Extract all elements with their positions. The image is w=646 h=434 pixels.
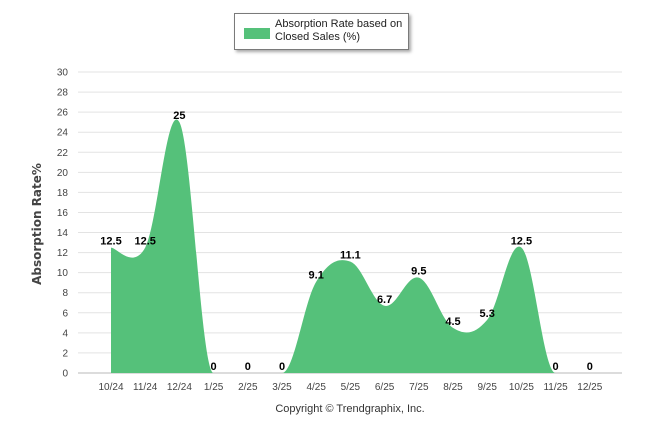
x-tick-label: 2/25 bbox=[238, 382, 258, 393]
legend-swatch bbox=[244, 28, 270, 39]
data-label: 0 bbox=[211, 361, 217, 373]
x-tick-label: 11/25 bbox=[543, 382, 568, 393]
copyright-text: Copyright © Trendgraphix, Inc. bbox=[275, 403, 424, 415]
y-tick-label: 12 bbox=[57, 248, 69, 259]
data-label: 11.1 bbox=[340, 250, 361, 262]
x-tick-label: 10/25 bbox=[509, 382, 534, 393]
data-label: 12.5 bbox=[134, 236, 155, 248]
y-tick-label: 20 bbox=[57, 168, 69, 179]
x-tick-label: 8/25 bbox=[443, 382, 463, 393]
data-label: 12.5 bbox=[511, 236, 532, 248]
data-label: 5.3 bbox=[480, 308, 495, 320]
x-tick-label: 12/24 bbox=[167, 382, 192, 393]
x-tick-label: 10/24 bbox=[98, 382, 123, 393]
y-tick-label: 24 bbox=[57, 128, 69, 139]
x-tick-label: 7/25 bbox=[409, 382, 429, 393]
y-tick-label: 10 bbox=[57, 268, 69, 279]
legend-label-line2: Closed Sales (%) bbox=[275, 31, 360, 43]
x-tick-label: 3/25 bbox=[272, 382, 292, 393]
series-area bbox=[111, 119, 590, 373]
data-label: 0 bbox=[245, 361, 251, 373]
y-axis-title: Absorption Rate% bbox=[30, 163, 44, 285]
data-label: 25 bbox=[173, 110, 185, 122]
area-series bbox=[111, 119, 590, 373]
data-label: 0 bbox=[587, 361, 593, 373]
data-label: 0 bbox=[553, 361, 559, 373]
legend-label-line1: Absorption Rate based on bbox=[275, 18, 403, 30]
x-tick-label: 5/25 bbox=[341, 382, 361, 393]
y-tick-label: 8 bbox=[62, 288, 68, 299]
x-tick-label: 1/25 bbox=[204, 382, 224, 393]
data-label: 4.5 bbox=[445, 316, 460, 328]
y-tick-label: 16 bbox=[57, 208, 69, 219]
x-axis-ticks: 10/24 11/24 12/24 1/25 2/25 3/25 4/25 5/25 6/25 7… bbox=[98, 382, 602, 393]
y-tick-label: 18 bbox=[57, 188, 69, 199]
legend: Absorption Rate based on Closed Sales (%… bbox=[234, 13, 409, 50]
y-tick-label: 28 bbox=[57, 88, 69, 99]
data-labels: 12.5 12.5 25 0 0 0 9.1 11.1 6.7 9.5 4.5 5.3 12.5 0 0 bbox=[100, 110, 593, 373]
y-tick-label: 26 bbox=[57, 108, 69, 119]
x-tick-label: 9/25 bbox=[477, 382, 497, 393]
data-label: 12.5 bbox=[100, 236, 121, 248]
data-label: 9.1 bbox=[309, 270, 324, 282]
x-tick-label: 6/25 bbox=[375, 382, 395, 393]
y-tick-label: 4 bbox=[62, 328, 68, 339]
y-tick-label: 22 bbox=[57, 148, 69, 159]
data-label: 6.7 bbox=[377, 294, 392, 306]
y-tick-label: 2 bbox=[62, 348, 68, 359]
y-tick-label: 14 bbox=[57, 228, 69, 239]
y-tick-label: 6 bbox=[62, 308, 68, 319]
x-tick-label: 4/25 bbox=[306, 382, 326, 393]
data-label: 0 bbox=[279, 361, 285, 373]
y-tick-label: 30 bbox=[57, 68, 69, 79]
x-tick-label: 12/25 bbox=[577, 382, 602, 393]
data-label: 9.5 bbox=[411, 266, 426, 278]
legend-label: Absorption Rate based on Closed Sales (%… bbox=[275, 18, 405, 44]
x-tick-label: 11/24 bbox=[133, 382, 158, 393]
y-tick-label: 0 bbox=[62, 369, 68, 380]
